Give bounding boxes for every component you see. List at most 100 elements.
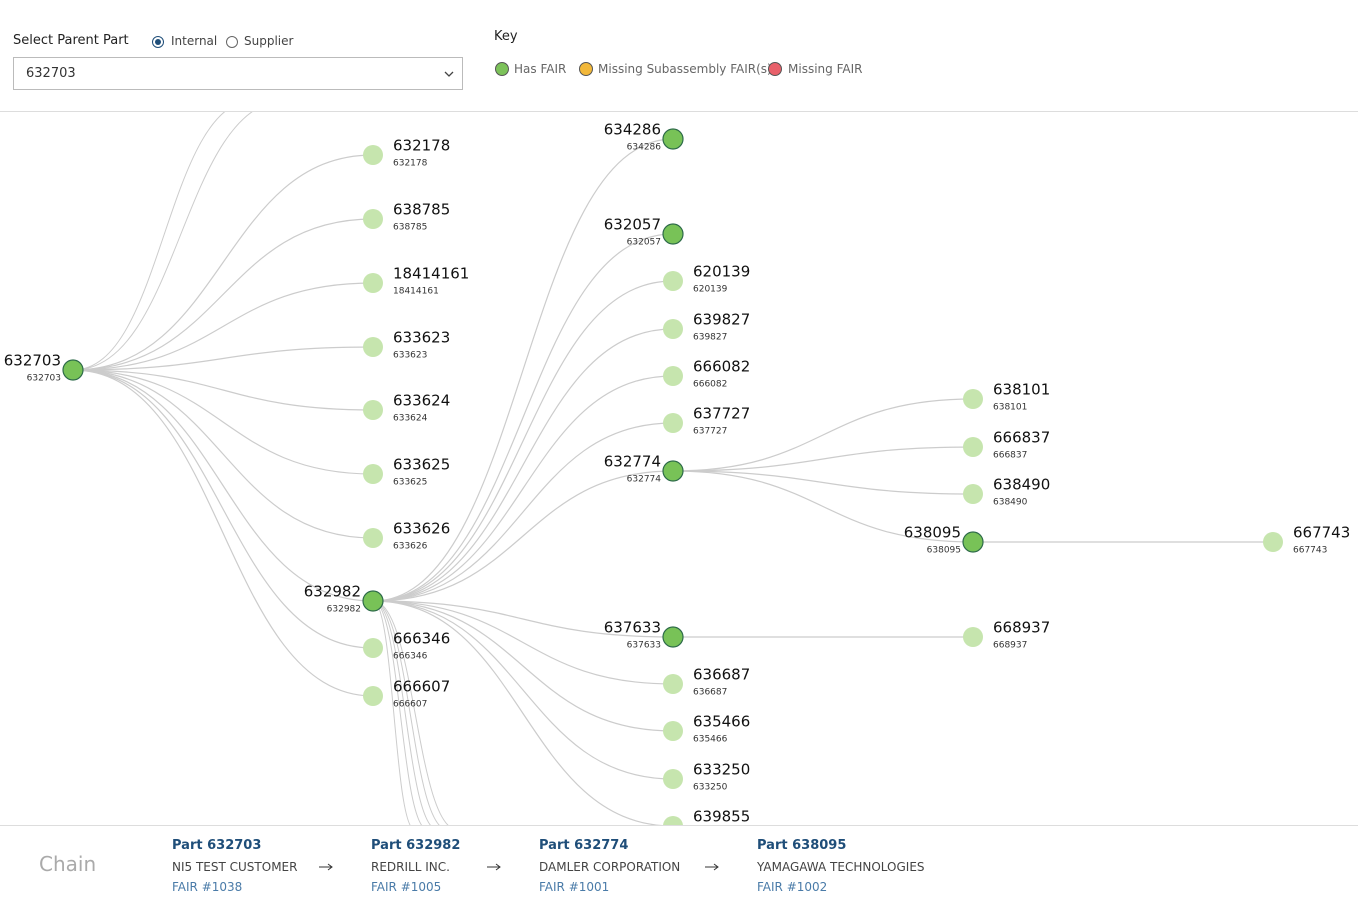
select-label: Select Parent Part xyxy=(13,33,129,48)
link xyxy=(372,600,449,825)
node-circle xyxy=(663,816,683,825)
node-circle xyxy=(962,531,984,553)
node-sublabel: 668937 xyxy=(993,641,1027,651)
node-circle xyxy=(363,528,383,548)
node-sublabel: 634286 xyxy=(627,143,662,153)
tree-node[interactable]: 638785 638785 xyxy=(363,201,450,233)
node-circle xyxy=(363,400,383,420)
tree-node[interactable]: 639827 639827 xyxy=(663,311,750,343)
link xyxy=(672,470,974,543)
tree-node[interactable]: 632703 632703 xyxy=(4,352,84,384)
node-circle xyxy=(963,484,983,504)
header: Select Parent Part Internal Supplier 632… xyxy=(0,0,1358,112)
node-label: 632703 xyxy=(4,352,61,370)
link xyxy=(372,600,674,638)
tree-node[interactable]: 667743 667743 xyxy=(1263,524,1350,556)
node-sublabel: 638785 xyxy=(393,223,427,233)
node-label: 638490 xyxy=(993,476,1050,494)
key-label: Missing FAIR xyxy=(788,62,863,76)
node-label: 667743 xyxy=(1293,524,1350,542)
link xyxy=(72,112,226,371)
link xyxy=(672,398,974,472)
tree-node[interactable]: 666346 666346 xyxy=(363,630,450,662)
links xyxy=(72,112,1273,825)
link xyxy=(372,375,674,602)
link xyxy=(72,369,374,649)
chain-part[interactable]: Part 632774 xyxy=(539,838,629,853)
node-sublabel: 633250 xyxy=(693,783,728,793)
tree-node[interactable]: 668937 668937 xyxy=(963,619,1050,651)
tree-node[interactable]: 633623 633623 xyxy=(363,329,450,361)
tree-node[interactable]: 632774 632774 xyxy=(604,453,684,485)
node-sublabel: 666607 xyxy=(393,700,427,710)
tree-node[interactable]: 638095 638095 xyxy=(904,524,984,556)
chain-part[interactable]: Part 632982 xyxy=(371,838,461,853)
node-label: 633624 xyxy=(393,392,450,410)
tree-node[interactable]: 634286 634286 xyxy=(604,121,684,153)
radio-label[interactable]: Internal xyxy=(171,34,218,48)
chain-fair: FAIR #1002 xyxy=(757,880,828,894)
arrow xyxy=(705,863,719,871)
node-label: 633250 xyxy=(693,761,750,779)
link xyxy=(372,600,432,825)
tree-node[interactable]: 638101 638101 xyxy=(963,381,1050,413)
link xyxy=(72,112,253,371)
node-circle xyxy=(363,464,383,484)
link xyxy=(72,346,374,371)
tree-node[interactable]: 638490 638490 xyxy=(963,476,1050,508)
node-circle xyxy=(663,769,683,789)
link xyxy=(72,282,374,371)
chain-fair: FAIR #1001 xyxy=(539,880,610,894)
tree-node[interactable]: 632178 632178 xyxy=(363,137,450,169)
radio-label[interactable]: Supplier xyxy=(244,34,294,48)
tree-node[interactable]: 633626 633626 xyxy=(363,520,450,552)
chain: Chain Part 632703 NI5 TEST CUSTOMER FAIR #… xyxy=(0,825,1358,904)
tree-node[interactable]: 635466 635466 xyxy=(663,713,750,745)
node-circle xyxy=(663,366,683,386)
tree-node[interactable]: 620139 620139 xyxy=(663,263,750,295)
node-sublabel: 633626 xyxy=(393,542,428,552)
chain-fair: FAIR #1005 xyxy=(371,880,442,894)
node-label: 632774 xyxy=(604,453,661,471)
node-circle xyxy=(662,128,684,150)
tree-node[interactable]: 637727 637727 xyxy=(663,405,750,437)
tree-node[interactable]: 666607 666607 xyxy=(363,678,450,710)
node-circle xyxy=(1263,532,1283,552)
chain-part[interactable]: Part 638095 xyxy=(757,838,847,853)
node-circle xyxy=(363,209,383,229)
tree-node[interactable]: 633624 633624 xyxy=(363,392,450,424)
node-label: 639827 xyxy=(693,311,750,329)
node-sublabel: 636687 xyxy=(693,688,727,698)
node-circle xyxy=(663,271,683,291)
tree-node[interactable]: 637633 637633 xyxy=(604,619,684,651)
node-label: 636687 xyxy=(693,666,750,684)
part-select[interactable]: 632703 xyxy=(13,57,463,90)
node-label: 18414161 xyxy=(393,265,469,283)
link xyxy=(72,369,374,697)
key-label: Missing Subassembly FAIR(s) xyxy=(598,62,772,76)
node-label: 632982 xyxy=(304,583,361,601)
node-label: 638785 xyxy=(393,201,450,219)
link xyxy=(372,600,441,825)
link xyxy=(72,369,374,539)
tree-node[interactable]: 639855639855 xyxy=(663,808,750,840)
chain-part[interactable]: Part 632703 xyxy=(172,838,262,853)
node-sublabel: 620139 xyxy=(693,285,728,295)
radio-internal[interactable] xyxy=(152,36,164,48)
node-label: 633623 xyxy=(393,329,450,347)
radio-supplier[interactable] xyxy=(226,36,238,48)
tree-node[interactable]: 632057 632057 xyxy=(604,216,684,248)
tree-node[interactable]: 633250 633250 xyxy=(663,761,750,793)
node-sublabel: 666082 xyxy=(693,380,727,390)
tree-node[interactable]: 636687 636687 xyxy=(663,666,750,698)
tree-node[interactable]: 666082 666082 xyxy=(663,358,750,390)
tree-node[interactable]: 18414161 18414161 xyxy=(363,265,469,297)
tree-node[interactable]: 666837 666837 xyxy=(963,429,1050,461)
node-sublabel: 633624 xyxy=(393,414,428,424)
tree-node[interactable]: 632982 632982 xyxy=(304,583,384,615)
node-label: 638101 xyxy=(993,381,1050,399)
tree-node[interactable]: 633625 633625 xyxy=(363,456,450,488)
node-circle xyxy=(362,590,384,612)
